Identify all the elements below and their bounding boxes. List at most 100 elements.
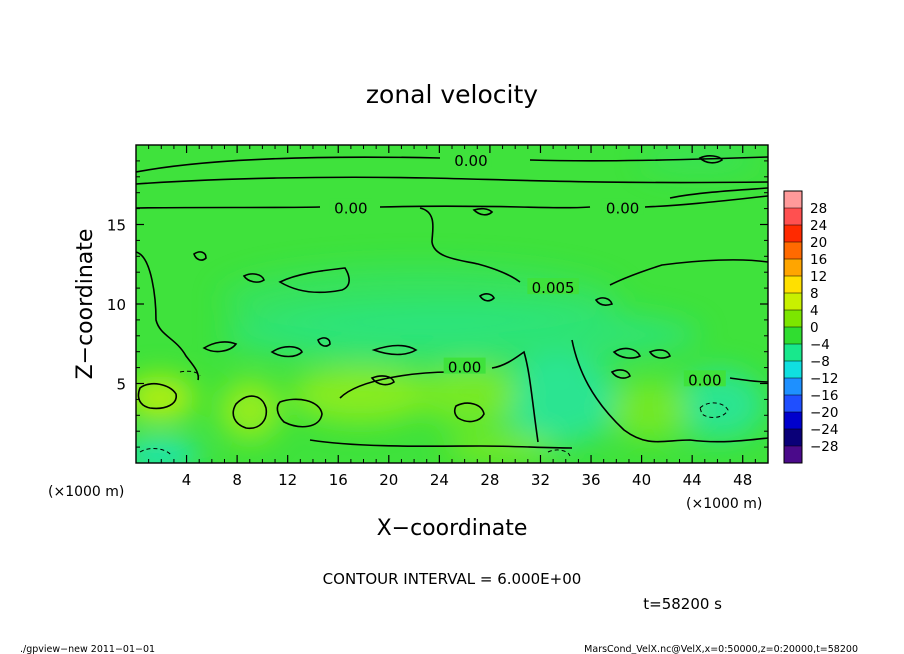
- x-tick-label: 28: [480, 471, 499, 489]
- colorbar-label: 24: [810, 218, 827, 234]
- negative-contours: [139, 370, 729, 457]
- contour-blob-8k: [232, 395, 268, 430]
- contour-label-bg: [527, 278, 579, 295]
- contour-interval: CONTOUR INTERVAL = 6.000E+00: [323, 570, 582, 588]
- colorbar-swatch: [784, 361, 802, 378]
- contour-blob-11km: [278, 267, 350, 294]
- colorbar-label: −16: [810, 388, 839, 404]
- contour-neg-right: [699, 402, 729, 418]
- contour-cell-a: [202, 341, 238, 353]
- contour-label-bg: [683, 370, 726, 387]
- contour-neg-mid: [547, 449, 571, 457]
- colorbar-swatch: [784, 259, 802, 276]
- colorbar-label: 20: [810, 235, 827, 251]
- contour-neg-left: [139, 370, 201, 457]
- colorbar-label: 8: [810, 286, 819, 302]
- colorbar-swatch: [784, 208, 802, 225]
- colorbar-label: −8: [810, 354, 830, 370]
- x-tick-label: 8: [232, 471, 242, 489]
- contour-blob-12k: [276, 398, 323, 428]
- contour-blob-26k: [453, 402, 485, 423]
- contour-label: 0.005: [532, 279, 575, 297]
- x-unit-label-right: (×1000 m): [686, 496, 762, 512]
- colorbar-label: −20: [810, 405, 839, 421]
- contour-right-wedge: [669, 187, 768, 199]
- contour-cell-l: [594, 297, 614, 306]
- contour-cell-c: [371, 344, 418, 356]
- contour-label: 0.00: [334, 200, 367, 218]
- contour-cell-g: [193, 251, 207, 261]
- colorbar-swatch: [784, 429, 802, 446]
- contour-cell-n: [698, 155, 724, 164]
- x-tick-label: 24: [430, 471, 449, 489]
- contour-labels: 0.00 0.00 0.00 0.005 0.00 0.00: [329, 150, 726, 389]
- colorbar-label: −12: [810, 371, 839, 387]
- contour-cell-j: [610, 369, 631, 379]
- colorbar-swatch: [784, 293, 802, 310]
- contour-label-bg: [449, 150, 492, 167]
- colorbar-label: 12: [810, 269, 827, 285]
- contour-cell-m: [478, 293, 495, 302]
- contour-label: 0.00: [606, 200, 639, 218]
- colorbar-swatch: [784, 276, 802, 293]
- contour-upper: [136, 195, 768, 209]
- contour-left-envelope: [136, 251, 200, 381]
- colorbar-swatch: [784, 310, 802, 327]
- x-tick-label: 44: [683, 471, 702, 489]
- footer-left: ./gpview−new 2011−01−01: [20, 644, 155, 654]
- contour-cell-i: [370, 375, 395, 386]
- colorbar-label: 4: [810, 303, 819, 319]
- x-tick-label: 4: [182, 471, 192, 489]
- velocity-shading: [136, 145, 765, 463]
- colorbar-swatch: [784, 191, 802, 208]
- contour-label: 0.00: [448, 359, 481, 377]
- x-tick-label: 48: [733, 471, 752, 489]
- x-tick-label: 20: [379, 471, 398, 489]
- colorbar-swatch: [784, 225, 802, 242]
- colorbar-label: −4: [810, 337, 830, 353]
- chart-title: zonal velocity: [366, 80, 538, 109]
- y-axis-title: Z−coordinate: [73, 229, 98, 380]
- contour-cell-h: [317, 337, 331, 347]
- x-tick-label: 32: [531, 471, 550, 489]
- contour-right-low: [571, 339, 768, 443]
- colorbar-label: 0: [810, 320, 819, 336]
- contour-cell-k: [472, 207, 494, 216]
- y-tick-label: 5: [116, 376, 126, 394]
- colorbar-label: 16: [810, 252, 827, 268]
- colorbar-label: −28: [810, 439, 839, 455]
- contour-label-bg: [329, 198, 372, 215]
- x-axis-title: X−coordinate: [377, 516, 528, 541]
- x-unit-label-left: (×1000 m): [48, 484, 124, 500]
- time-label: t=58200 s: [643, 595, 722, 613]
- colorbar-label: −24: [810, 422, 839, 438]
- plot-area: 0.00 0.00 0.00 0.005 0.00 0.00: [136, 145, 768, 463]
- contour-label-bg: [443, 357, 486, 374]
- colorbar-swatch: [784, 327, 802, 344]
- contour-bottom-band: [309, 439, 573, 449]
- contour-left-blob: [137, 382, 177, 410]
- contour-top-lower: [136, 176, 768, 185]
- contour-cell-f: [242, 273, 265, 283]
- footer-right: MarsCond_VelX.nc@VelX,x=0:50000,z=0:2000…: [584, 644, 858, 654]
- colorbar-label: 28: [810, 201, 827, 217]
- y-tick-label: 10: [107, 296, 126, 314]
- y-tick-label: 15: [107, 217, 126, 235]
- contour-top-upper: [136, 156, 768, 173]
- x-tick-label: 16: [329, 471, 348, 489]
- contour-cell-e: [648, 349, 671, 359]
- contour-label: 0.00: [688, 371, 721, 389]
- contour-cell-d: [612, 347, 642, 359]
- colorbar-swatch: [784, 412, 802, 429]
- x-tick-label: 36: [581, 471, 600, 489]
- contour-mid-wave: [419, 207, 768, 286]
- contour-label-bg: [601, 198, 644, 215]
- x-tick-label: 12: [278, 471, 297, 489]
- colorbar-swatch: [784, 446, 802, 463]
- contour-label: 0.00: [454, 152, 487, 170]
- colorbar-swatch: [784, 378, 802, 395]
- colorbar-swatch: [784, 395, 802, 412]
